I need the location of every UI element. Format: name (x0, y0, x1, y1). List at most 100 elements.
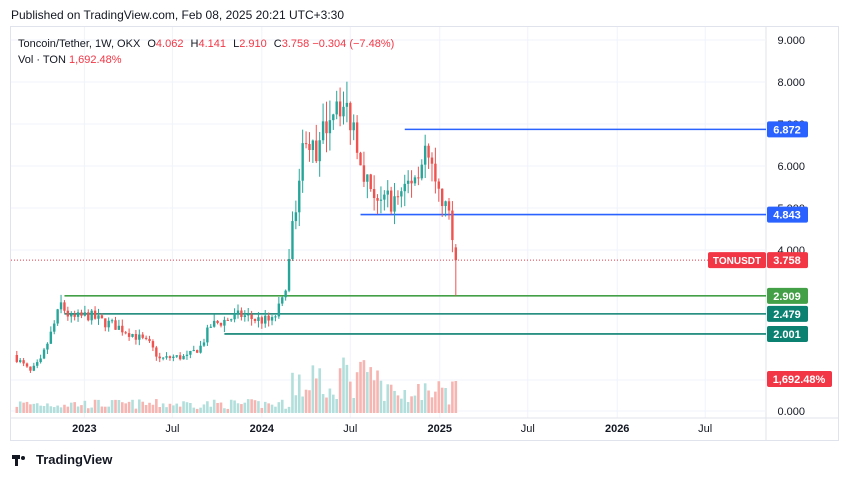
candle-body (178, 355, 182, 360)
volume-bar (331, 394, 335, 413)
tradingview-footer[interactable]: TradingView (12, 452, 112, 467)
volume-bar (427, 390, 430, 413)
legend-volume-value: 1,692.48% (68, 54, 122, 66)
candle-body (396, 196, 400, 198)
candle-body (22, 360, 25, 364)
candle-body (209, 326, 212, 328)
candle-body (444, 201, 447, 207)
volume-bar (49, 406, 53, 413)
volume-bar (434, 391, 437, 413)
level-tag-label: 4.843 (773, 210, 801, 222)
candle-body (447, 201, 451, 211)
volume-bar (301, 396, 304, 413)
x-tick-label: Jul (521, 423, 535, 435)
candle-body (15, 355, 19, 362)
level-tag-label: 2.479 (773, 309, 801, 321)
candle-body (247, 314, 250, 316)
candle-body (155, 347, 158, 357)
volume-bar (447, 404, 451, 413)
candle-body (400, 191, 403, 197)
candle-body (423, 145, 427, 165)
volume-bar (86, 408, 90, 413)
candle-body (420, 164, 423, 179)
candle-body (437, 181, 440, 189)
candle-body (127, 333, 131, 337)
volume-bar (400, 398, 403, 413)
volume-bar (430, 397, 434, 413)
symbol-tag (708, 252, 766, 269)
symbol-tag-label: TONUSDT (713, 256, 761, 267)
candle-body (274, 316, 277, 318)
candle-body (93, 310, 97, 319)
candle-body (206, 327, 209, 343)
volume-bar (366, 372, 369, 413)
volume-bar (379, 380, 383, 413)
legend-ohlc-row: Toncoin/Tether, 1W, OKX O4.062 H4.141 L2… (18, 36, 394, 52)
candle-body (73, 314, 76, 317)
legend-volume-label: Vol · TON (18, 54, 66, 66)
volume-bar (291, 372, 294, 413)
level-tag (767, 206, 808, 223)
level-tag-label: 2.909 (773, 291, 801, 303)
volume-bar (46, 403, 49, 413)
candle-body (417, 177, 420, 179)
volume-bar (97, 399, 100, 413)
candle-body (311, 140, 315, 151)
volume-bar (80, 405, 83, 413)
legend-high-label: H (190, 38, 199, 50)
volume-bar (69, 402, 73, 413)
candle-body (138, 334, 141, 340)
candle-body (53, 323, 56, 332)
volume-bar (103, 406, 107, 413)
chart-frame (10, 26, 839, 441)
candle-body (76, 312, 80, 317)
legend-volume-row: Vol · TON 1,692.48% (18, 52, 394, 68)
candle-body (240, 310, 243, 317)
candle-body (366, 174, 369, 182)
candle-body (352, 122, 355, 131)
candle-body (383, 194, 386, 200)
candle-body (298, 180, 301, 213)
volume-bar (362, 360, 366, 413)
volume-bar (325, 397, 328, 413)
volume-bar (107, 406, 110, 413)
candle-body (372, 189, 376, 199)
x-tick-label: 2024 (250, 423, 275, 435)
level-lines (11, 128, 766, 335)
candle-body (117, 325, 121, 330)
candle-body (304, 143, 308, 145)
y-tick-label: 0.000 (777, 406, 805, 418)
last-price-tag-label: 3.758 (773, 255, 801, 267)
volume-bar (206, 401, 209, 413)
candle-body (362, 165, 366, 182)
volume-bar (345, 364, 349, 413)
candle-body (46, 343, 49, 350)
candle-body (56, 309, 59, 324)
level-tag (767, 121, 808, 138)
volume-bar (202, 404, 206, 413)
volume-bar (66, 406, 70, 413)
candles (15, 81, 458, 373)
candle-body (355, 122, 359, 153)
candle-body (90, 310, 93, 321)
volume-bar (219, 402, 223, 413)
candle-body (185, 354, 189, 356)
volume-bar (423, 383, 427, 413)
candle-body (141, 334, 144, 338)
volume-bar (100, 406, 104, 413)
candle-body (59, 302, 63, 310)
volume-bar (304, 389, 308, 413)
volume-bar (406, 402, 410, 413)
volume-bar (90, 407, 93, 413)
volume-bar (318, 368, 321, 413)
x-tick-label: Jul (698, 423, 712, 435)
candle-body (349, 102, 352, 131)
volume-bar (76, 406, 80, 413)
candle-body (189, 350, 192, 355)
volume-bar (199, 407, 202, 413)
volume-bar (440, 387, 444, 413)
volume-bar (372, 380, 376, 413)
volume-bar (413, 395, 417, 413)
